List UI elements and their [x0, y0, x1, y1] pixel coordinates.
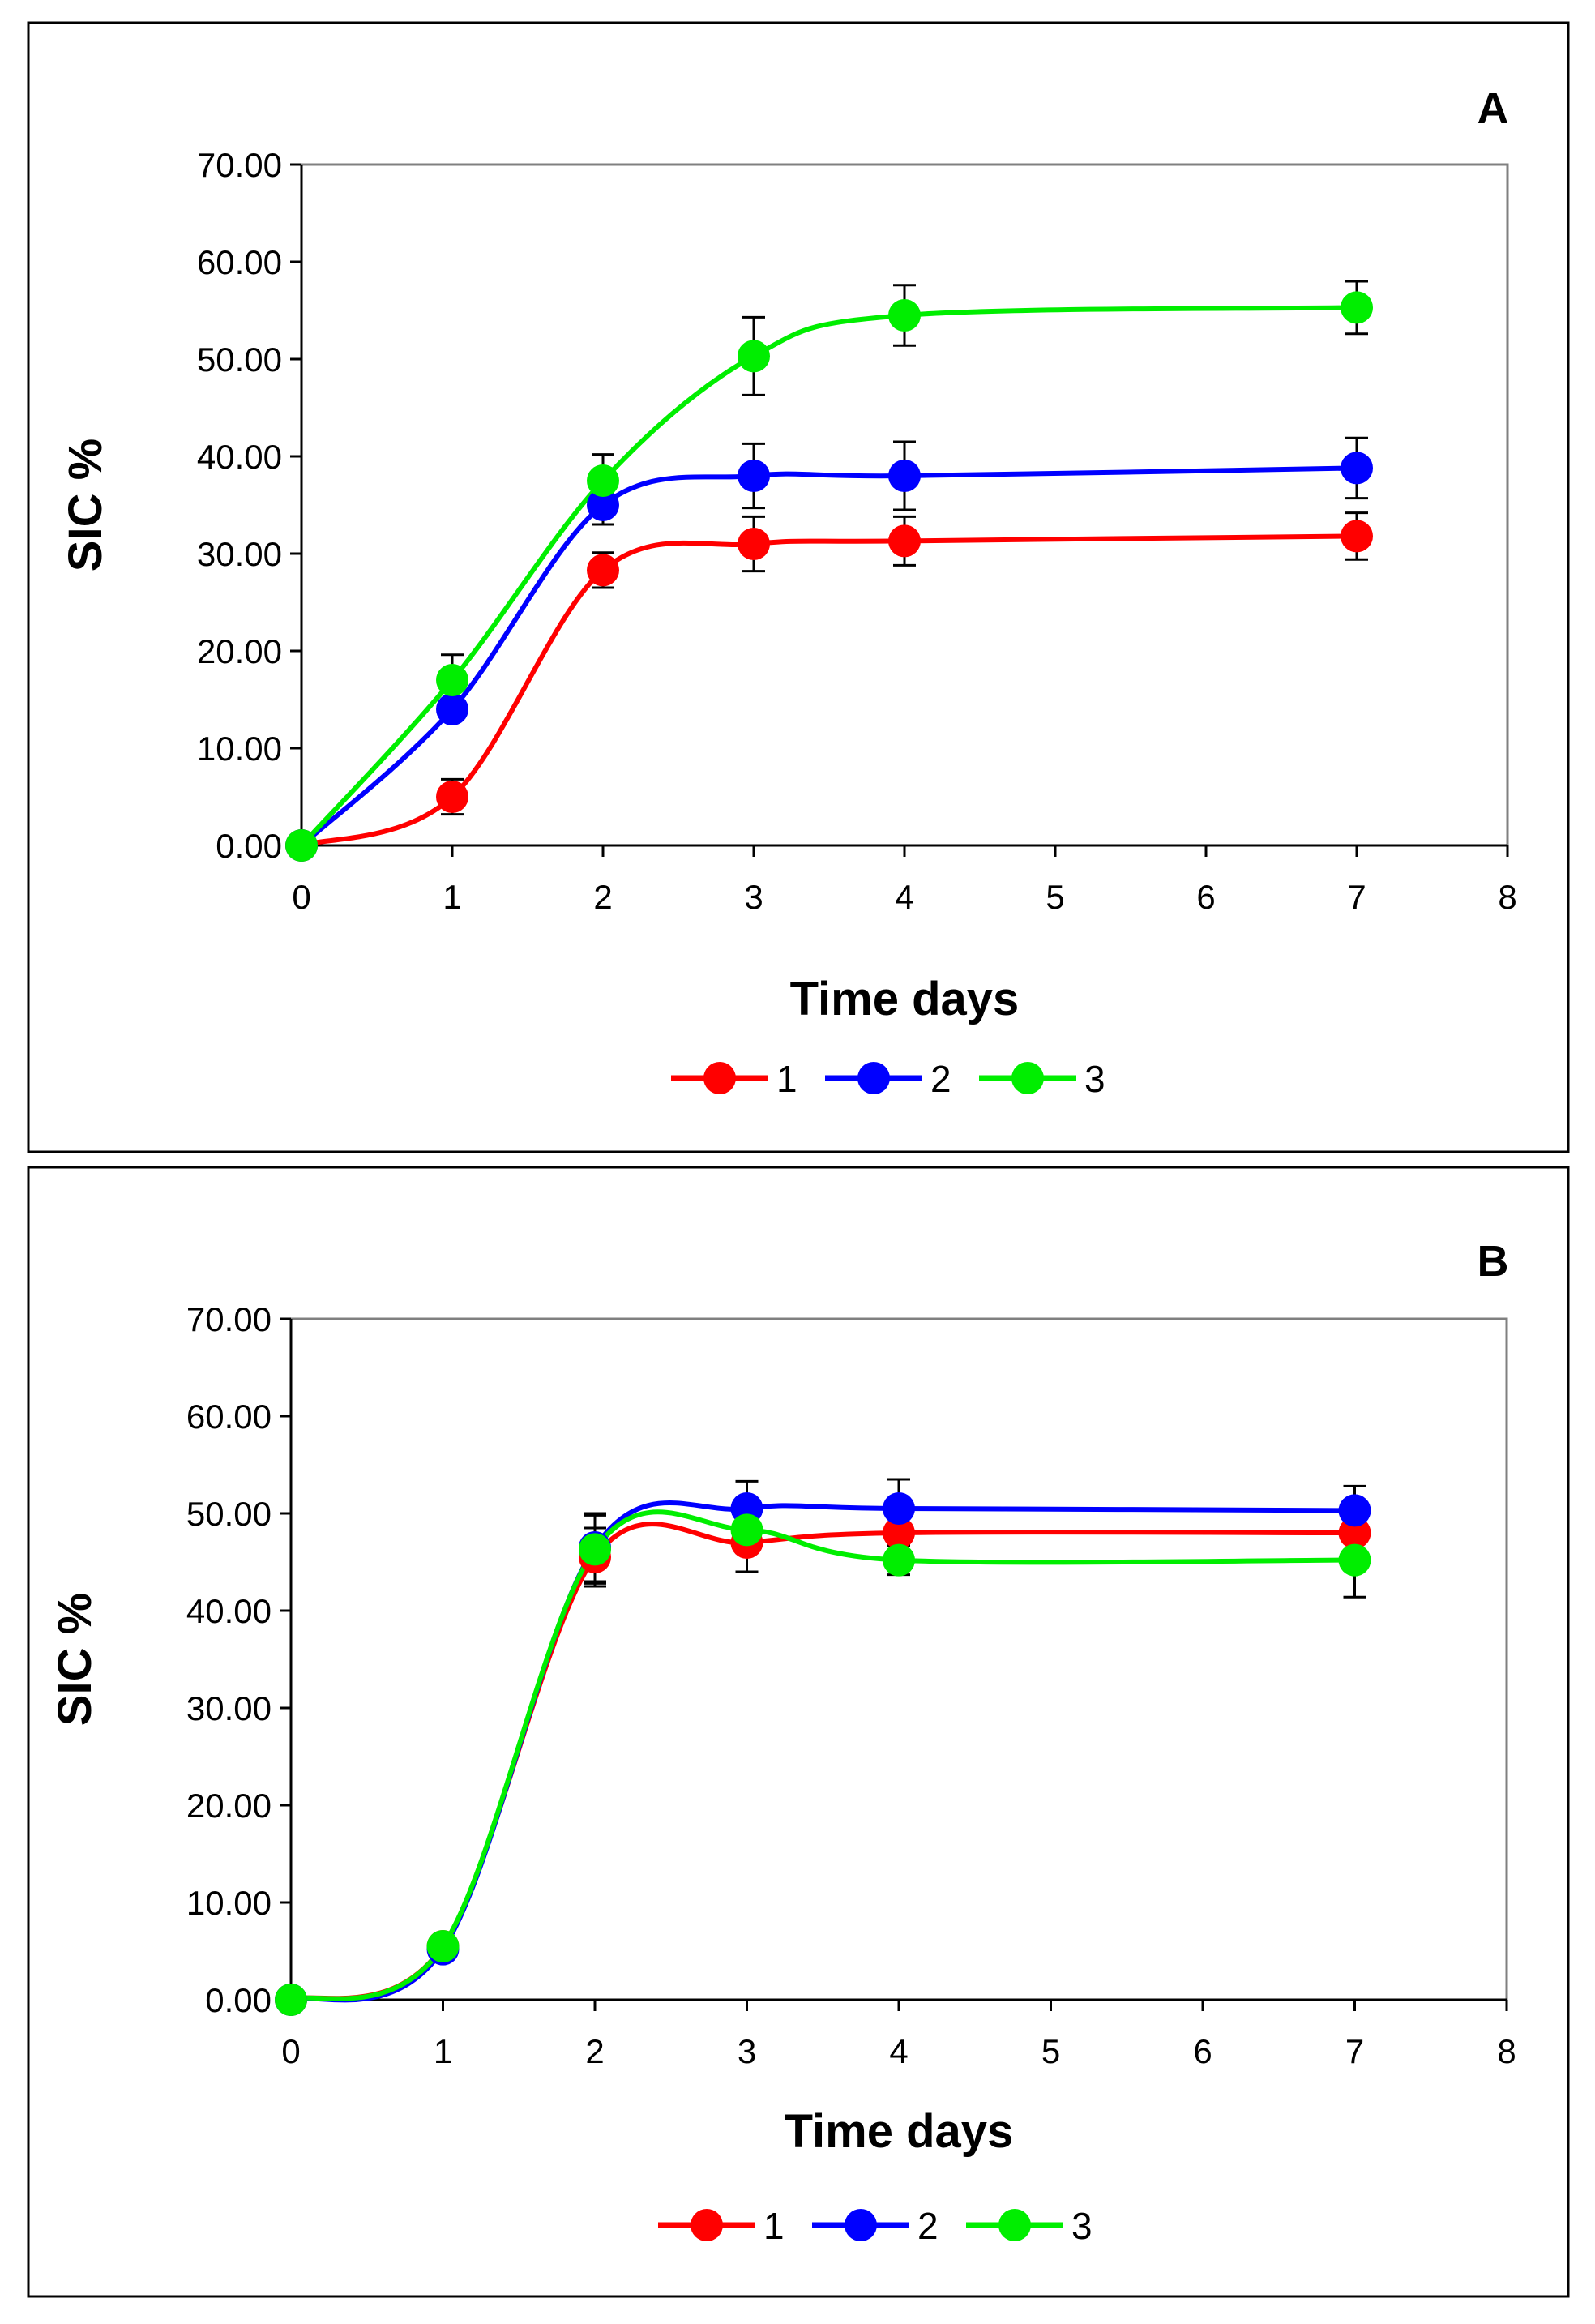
panel-b-x-tick-label: 3: [738, 2032, 756, 2070]
panel-b-y-tick-label: 0.00: [205, 1981, 272, 2019]
panel-a-series-1-point: [888, 524, 921, 558]
panel-b-legend-item-3: 3: [966, 2205, 1093, 2247]
panel-a-series-1-point: [436, 781, 468, 813]
panel-b-letter: B: [1477, 1237, 1509, 1286]
panel-b-x-tick-label: 0: [281, 2032, 300, 2070]
panel-a-series-3-line: [299, 305, 1358, 848]
panel-a: A Time days SIC % 0.00 10.00 20.00 30.00 40.…: [27, 21, 1570, 1153]
panel-b-series-2-point: [883, 1492, 915, 1525]
panel-a-y-tick-label: 50.00: [197, 340, 282, 379]
panel-b-series-3-point: [1338, 1543, 1371, 1577]
panel-a-legend-swatch-marker: [857, 1062, 890, 1094]
panel-a-legend-swatch-marker: [1011, 1062, 1044, 1094]
panel-a-series-3-point: [285, 829, 318, 862]
panel-a-x-tick-label: 3: [744, 878, 763, 916]
panel-b-series: [275, 1478, 1371, 2016]
panel-b-frame: [27, 1166, 1570, 2298]
panel-b-series-3-point: [426, 1930, 460, 1962]
panel-b-x-tick-label: 6: [1193, 2032, 1212, 2070]
panel-b-x-tick-label: 4: [889, 2032, 908, 2070]
panel-b-legend-item-2: 2: [812, 2205, 939, 2247]
panel-a-x-tick-label: 8: [1498, 878, 1516, 916]
panel-b-series-1-point: [1338, 1517, 1371, 1549]
panel-a-x-tick-label: 2: [593, 878, 612, 916]
panel-a-legend-label: 2: [930, 1058, 951, 1100]
panel-a-series-1-point: [587, 554, 619, 587]
panel-a-series-1-point: [1341, 520, 1373, 553]
panel-b-series-2-point: [1338, 1494, 1371, 1527]
panel-a-legend-item-1: 1: [671, 1058, 798, 1100]
panel-b-legend-label: 3: [1071, 2205, 1093, 2247]
panel-a-legend: 1 2 3: [671, 1058, 1105, 1100]
panel-b-x-axis-title: Time days: [785, 2105, 1014, 2158]
panel-a-legend-swatch-marker: [703, 1062, 736, 1094]
panel-b: B Time days SIC % 0.00 10.00 20.00 30.00 40.…: [27, 1166, 1570, 2298]
panel-a-x-tick-label: 7: [1347, 878, 1366, 916]
panel-b-y-tick-label: 40.00: [186, 1592, 272, 1630]
panel-a-series-2-point: [587, 489, 619, 521]
panel-b-legend-swatch-marker: [998, 2209, 1031, 2241]
panel-a-series-2-point: [888, 460, 921, 492]
panel-a-y-tick-label: 70.00: [197, 146, 282, 184]
panel-a-frame: [27, 21, 1570, 1153]
panel-b-x-tick-label: 7: [1345, 2032, 1364, 2070]
panel-b-legend-swatch-marker: [845, 2209, 877, 2241]
panel-a-y-axis-title: SIC %: [59, 439, 112, 571]
panel-a-series-1-point: [738, 528, 770, 560]
panel-a-series-3-point: [587, 464, 619, 497]
panel-a-series-3-point: [888, 299, 921, 332]
panel-a-legend-label: 3: [1084, 1058, 1105, 1100]
panel-b-x-tick-label: 8: [1497, 2032, 1516, 2070]
panel-b-y-tick-label: 50.00: [186, 1495, 272, 1533]
panel-a-legend-item-2: 2: [825, 1058, 951, 1100]
panel-a-ticks: 0.00 10.00 20.00 30.00 40.00 50.00 60.00 70.00 0…: [197, 146, 1517, 916]
panel-a-x-tick-label: 4: [895, 878, 913, 916]
panel-a-legend-item-3: 3: [979, 1058, 1105, 1100]
panel-a-series-2-point: [436, 693, 468, 725]
panel-a-x-tick-label: 0: [292, 878, 310, 916]
panel-a-x-tick-label: 6: [1196, 878, 1215, 916]
panel-b-legend-item-1: 1: [658, 2205, 785, 2247]
panel-b-legend: 1 2 3: [658, 2205, 1093, 2247]
panel-b-y-tick-label: 70.00: [186, 1300, 272, 1338]
panel-b-x-tick-label: 5: [1041, 2032, 1060, 2070]
panel-b-x-tick-label: 2: [585, 2032, 604, 2070]
panel-b-y-tick-label: 20.00: [186, 1787, 272, 1825]
panel-a-y-tick-label: 40.00: [197, 438, 282, 476]
panel-a-series-2-point: [738, 460, 770, 492]
panel-a-y-tick-label: 60.00: [197, 243, 282, 281]
panel-a-y-tick-label: 30.00: [197, 535, 282, 573]
panel-a-series-3-point: [1341, 291, 1373, 324]
panel-b-legend-label: 1: [763, 2205, 785, 2247]
panel-b-series-3-point: [883, 1543, 915, 1577]
panel-a-y-tick-label: 20.00: [197, 632, 282, 670]
panel-b-y-tick-label: 10.00: [186, 1884, 272, 1922]
panel-a-letter: A: [1477, 84, 1509, 133]
panel-a-series-3-point: [738, 340, 770, 373]
panel-b-series-3-point: [275, 1984, 307, 2016]
panel-b-series-3-point: [730, 1513, 763, 1547]
panel-b-y-tick-label: 30.00: [186, 1689, 272, 1727]
panel-a-y-tick-label: 10.00: [197, 730, 282, 768]
panel-b-series-1-point: [883, 1517, 915, 1549]
panel-b-legend-label: 2: [917, 2205, 939, 2247]
panel-a-y-tick-label: 0.00: [216, 827, 282, 865]
panel-b-y-tick-label: 60.00: [186, 1397, 272, 1436]
panel-a-x-tick-label: 5: [1046, 878, 1064, 916]
panel-b-y-axis-title: SIC %: [49, 1593, 101, 1726]
panel-b-x-tick-label: 1: [434, 2032, 452, 2070]
panel-a-series: [285, 280, 1373, 862]
panel-a-x-tick-label: 1: [443, 878, 461, 916]
panel-b-legend-swatch-marker: [691, 2209, 723, 2241]
panel-a-x-axis-title: Time days: [790, 973, 1020, 1025]
panel-b-ticks: 0.00 10.00 20.00 30.00 40.00 50.00 60.00 70.00 0…: [186, 1300, 1516, 2070]
panel-b-series-3-point: [579, 1533, 611, 1566]
panel-a-series-2-point: [1341, 452, 1373, 485]
panel-a-legend-label: 1: [776, 1058, 798, 1100]
panel-a-series-3-point: [436, 664, 468, 696]
